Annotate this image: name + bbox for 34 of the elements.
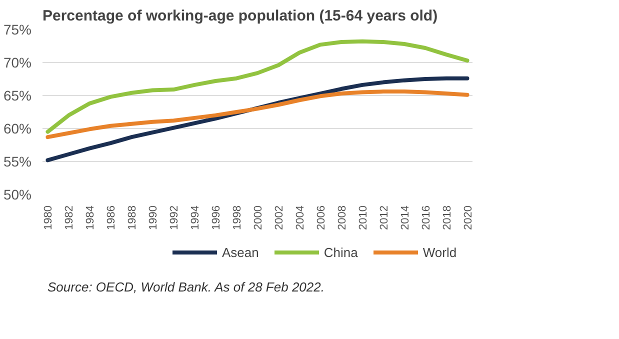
x-tick-label: 1986 bbox=[106, 205, 118, 230]
x-tick-label: 1990 bbox=[148, 205, 160, 230]
y-tick-label: 55% bbox=[3, 154, 32, 170]
x-tick-label: 2020 bbox=[462, 205, 474, 230]
x-tick-label: 2000 bbox=[252, 205, 264, 230]
x-tick-label: 1988 bbox=[126, 205, 139, 230]
y-tick-label: 70% bbox=[3, 54, 32, 70]
y-tick-label: 65% bbox=[3, 88, 32, 104]
legend-label: World bbox=[422, 244, 457, 260]
x-tick-label: 2014 bbox=[399, 205, 412, 230]
x-tick-label: 1980 bbox=[42, 205, 55, 230]
x-tick-label: 1996 bbox=[210, 205, 223, 230]
x-tick-label: 2004 bbox=[294, 205, 306, 230]
chart-title: Percentage of working-age population (15-64 years old) bbox=[42, 8, 438, 24]
x-tick-label: 2008 bbox=[336, 205, 348, 230]
y-tick-label: 50% bbox=[3, 186, 32, 202]
x-tick-label: 2018 bbox=[441, 205, 454, 230]
x-tick-label: 2016 bbox=[420, 205, 432, 230]
source-note: Source: OECD, World Bank. As of 28 Feb 2022. bbox=[48, 280, 324, 294]
x-tick-label: 2002 bbox=[273, 205, 286, 230]
x-tick-label: 1992 bbox=[168, 205, 181, 230]
x-tick-label: 1998 bbox=[232, 205, 244, 230]
x-tick-label: 1982 bbox=[64, 205, 76, 230]
x-tick-label: 2010 bbox=[357, 205, 370, 230]
line-series bbox=[46, 39, 470, 134]
x-tick-label: 2012 bbox=[378, 205, 390, 230]
x-tick-label: 2006 bbox=[315, 205, 328, 230]
line-series bbox=[46, 90, 470, 140]
x-tick-label: 1984 bbox=[84, 205, 97, 230]
y-tick-label: 75% bbox=[3, 22, 32, 38]
legend-label: Asean bbox=[222, 244, 259, 260]
x-tick-label: 1994 bbox=[190, 205, 202, 230]
y-tick-label: 60% bbox=[3, 120, 32, 136]
legend-label: China bbox=[324, 244, 358, 260]
